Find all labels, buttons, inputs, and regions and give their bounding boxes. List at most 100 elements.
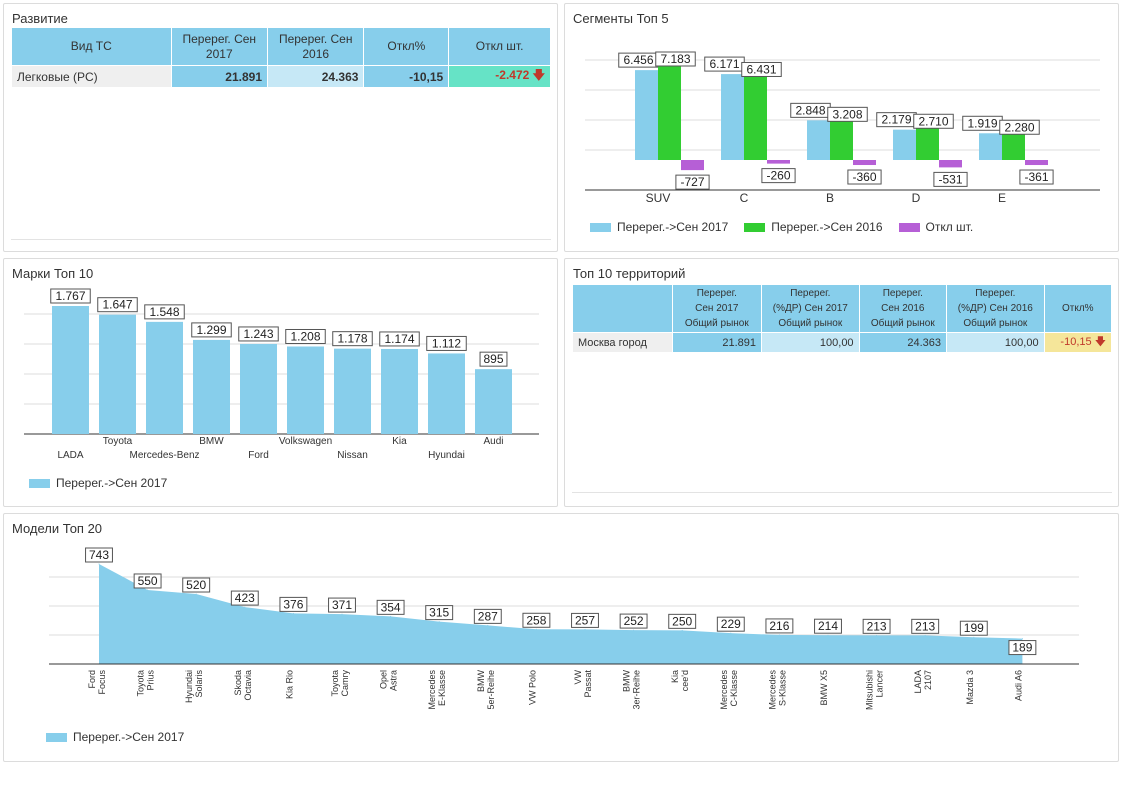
territories-table: Перерег. Сен 2017 Общий рынок Перерег. (%ДР… bbox=[572, 284, 1113, 353]
data-point bbox=[973, 636, 975, 638]
data-label-box bbox=[144, 304, 185, 320]
tick-label: Mercedes bbox=[767, 670, 777, 710]
bar-2017 bbox=[475, 369, 512, 434]
header-col-1[interactable]: Перерег. Сен 2017 Общий рынок bbox=[671, 284, 763, 333]
bar-diff bbox=[853, 160, 876, 166]
data-label: 287 bbox=[478, 609, 498, 623]
data-label-box bbox=[479, 351, 508, 367]
legend-item-diff[interactable]: Откл шт. bbox=[898, 220, 973, 234]
territories-header-row: Перерег. Сен 2017 Общий рынок Перерег. (%ДР… bbox=[572, 284, 1113, 333]
data-label: 2.848 bbox=[795, 103, 825, 117]
legend-item-2017[interactable]: Перерег.->Сен 2017 bbox=[46, 730, 184, 744]
tick-label: Octavia bbox=[243, 670, 253, 701]
data-label-box bbox=[425, 605, 454, 621]
tick-label: Audi bbox=[483, 436, 503, 447]
models-panel: Модели Топ 20 743 Ford Focus 550 Toyota Prius… bbox=[3, 513, 1119, 762]
bar-2016 bbox=[830, 115, 853, 160]
bar-diff bbox=[767, 160, 790, 164]
cell-2016: 24.363 bbox=[266, 65, 365, 88]
data-label: 1.243 bbox=[243, 327, 273, 341]
data-label: 189 bbox=[1012, 641, 1032, 655]
data-point bbox=[827, 634, 829, 636]
data-label: 376 bbox=[283, 597, 303, 611]
tick-label: Audi A6 bbox=[1013, 670, 1023, 701]
bar-2017 bbox=[287, 346, 324, 434]
data-label-box bbox=[522, 612, 551, 628]
legend-item-2016[interactable]: Перерег.->Сен 2016 bbox=[744, 220, 883, 234]
data-label: 6.171 bbox=[709, 57, 739, 71]
bar-2017 bbox=[146, 321, 183, 434]
tick-label: Lancer bbox=[875, 670, 885, 698]
data-label-box bbox=[379, 331, 420, 347]
tick-label: Focus bbox=[97, 670, 107, 695]
tick-label: E bbox=[998, 191, 1006, 205]
table-row[interactable]: Москва город 21.891 100,00 24.363 100,00… bbox=[572, 332, 1113, 353]
table-row[interactable]: Легковые (PC) 21.891 24.363 -10,15 -2.47… bbox=[11, 65, 551, 88]
bar-diff bbox=[1025, 160, 1048, 166]
tick-label: Prius bbox=[146, 670, 156, 691]
data-label: 250 bbox=[672, 614, 692, 628]
tick-label: Mitsubishi bbox=[865, 670, 875, 710]
segments-title: Сегменты Топ 5 bbox=[573, 11, 669, 26]
header-pereg-2016[interactable]: Перерег. Сен 2016 bbox=[266, 27, 365, 66]
pct-value: -10,15 bbox=[1060, 336, 1092, 348]
data-label: 1.919 bbox=[967, 116, 997, 130]
data-label-box bbox=[913, 113, 954, 129]
data-label: -531 bbox=[938, 172, 962, 186]
data-point bbox=[778, 634, 780, 636]
tick-label: Hyundai bbox=[428, 450, 465, 461]
header-pereg-2017[interactable]: Перерег. Сен 2017 bbox=[170, 27, 269, 66]
data-label: 1.548 bbox=[149, 305, 179, 319]
header-col-4[interactable]: Перерег. (%ДР) Сен 2016 Общий рынок bbox=[946, 284, 1045, 333]
tick-label: BMW bbox=[622, 670, 632, 693]
data-label-box bbox=[85, 547, 113, 563]
data-label-box bbox=[238, 326, 279, 342]
data-label-box bbox=[1019, 169, 1054, 185]
legend-item-2017[interactable]: Перерег.->Сен 2017 bbox=[29, 476, 167, 490]
data-label: 2.280 bbox=[1004, 120, 1034, 134]
data-point bbox=[244, 606, 246, 608]
header-col-5[interactable]: Откл% bbox=[1043, 284, 1113, 333]
data-point bbox=[584, 628, 586, 630]
razvitie-title: Развитие bbox=[12, 11, 68, 26]
data-label-box bbox=[376, 599, 405, 615]
data-label-box bbox=[675, 174, 710, 190]
cell-c3: 24.363 bbox=[858, 332, 948, 353]
header-otkl-pct[interactable]: Откл% bbox=[363, 27, 450, 66]
bar-2017 bbox=[334, 348, 371, 434]
header-col-2[interactable]: Перерег. (%ДР) Сен 2017 Общий рынок bbox=[761, 284, 860, 333]
models-title: Модели Топ 20 bbox=[12, 521, 103, 536]
header-col-3[interactable]: Перерег. Сен 2016 Общий рынок bbox=[858, 284, 948, 333]
tick-label: D bbox=[912, 191, 921, 205]
data-label: 252 bbox=[624, 614, 644, 628]
diff-value: -2.472 bbox=[495, 68, 530, 82]
tick-label: C-Klasse bbox=[729, 670, 739, 707]
bar-2017 bbox=[635, 70, 658, 160]
down-arrow-icon: 🡇 bbox=[532, 68, 545, 82]
brands-title: Марки Топ 10 bbox=[12, 266, 94, 281]
tick-label: Opel bbox=[379, 670, 389, 689]
data-point bbox=[876, 634, 878, 636]
data-label: 743 bbox=[89, 548, 109, 562]
data-label-box bbox=[328, 597, 356, 613]
data-label: 6.431 bbox=[746, 62, 776, 76]
data-point bbox=[438, 621, 440, 623]
legend-item-2017[interactable]: Перерег.->Сен 2017 bbox=[590, 220, 728, 234]
tick-label: C bbox=[740, 191, 749, 205]
data-label-box bbox=[959, 620, 988, 636]
tick-label: Hyundai bbox=[184, 670, 194, 703]
tick-label: BMW bbox=[199, 436, 224, 447]
bar-2016 bbox=[916, 122, 939, 160]
data-label: 214 bbox=[818, 619, 838, 633]
brands-panel: Марки Топ 10 1.767 LADA 1.647 Toyota 1.548 Me… bbox=[3, 258, 558, 507]
data-label: 371 bbox=[332, 598, 352, 612]
header-otkl-sht[interactable]: Откл шт. bbox=[448, 27, 551, 66]
data-point bbox=[730, 632, 732, 634]
bar-2017 bbox=[193, 339, 230, 434]
header-vid-ts[interactable]: Вид ТС bbox=[11, 27, 172, 66]
tick-label: Skoda bbox=[233, 670, 243, 696]
data-label-box bbox=[847, 169, 882, 185]
data-label: 315 bbox=[429, 606, 449, 620]
data-label: 216 bbox=[769, 619, 789, 633]
